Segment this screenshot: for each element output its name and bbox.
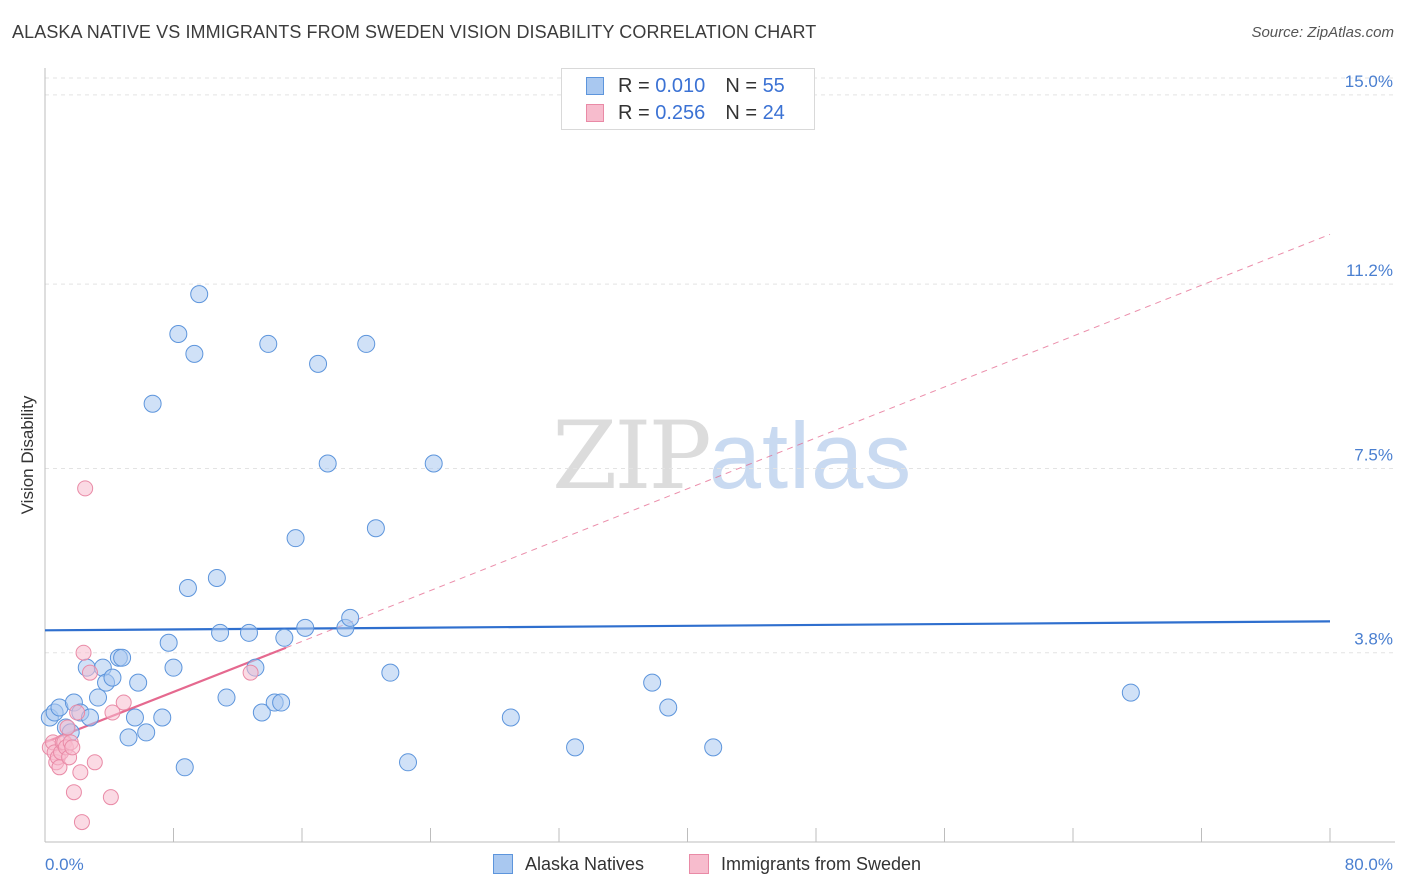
point-alaska-natives <box>704 738 723 757</box>
legend-r-label: R = <box>618 101 650 124</box>
legend-swatch-pink <box>586 104 604 122</box>
point-alaska-natives <box>296 618 315 637</box>
gridlines <box>45 77 1395 654</box>
point-alaska-natives <box>239 623 258 642</box>
point-alaska-natives <box>143 394 162 413</box>
point-alaska-natives <box>381 663 400 682</box>
legend-item-immigrants-sweden: Immigrants from Sweden <box>689 852 921 876</box>
point-alaska-natives <box>113 648 132 667</box>
point-alaska-natives <box>103 668 122 687</box>
trend-line-immigrants-sweden <box>44 646 287 744</box>
legend-row-alaska: R = 0.010 N = 55 <box>586 74 785 98</box>
legend-r-value: 0.010 <box>655 74 706 97</box>
legend-swatch-blue <box>493 854 513 874</box>
point-alaska-natives <box>643 673 662 692</box>
legend-n-value: 24 <box>762 101 785 124</box>
point-immigrants-sweden <box>65 784 82 801</box>
point-alaska-natives <box>164 658 183 677</box>
y-tick-label: 15.0% <box>1345 72 1393 91</box>
point-alaska-natives <box>217 688 236 707</box>
legend-swatch-blue <box>586 77 604 95</box>
point-alaska-natives <box>424 454 443 473</box>
chart-title: ALASKA NATIVE VS IMMIGRANTS FROM SWEDEN … <box>12 22 817 42</box>
point-immigrants-sweden <box>75 644 92 661</box>
point-immigrants-sweden <box>64 739 81 756</box>
point-alaska-natives <box>659 698 678 717</box>
legend-item-alaska-natives: Alaska Natives <box>493 852 644 876</box>
point-immigrants-sweden <box>81 664 98 681</box>
y-tick-label: 11.2% <box>1346 261 1393 280</box>
trend-line-alaska-natives <box>44 620 1331 632</box>
point-alaska-natives <box>501 708 520 727</box>
legend-r-label: R = <box>618 74 650 97</box>
point-alaska-natives <box>153 708 172 727</box>
point-immigrants-sweden <box>73 814 90 831</box>
point-immigrants-sweden <box>115 694 132 711</box>
point-alaska-natives <box>125 708 144 727</box>
data-points <box>40 285 1140 831</box>
point-alaska-natives <box>366 519 385 538</box>
x-tick-label: 0.0% <box>45 855 84 874</box>
point-alaska-natives <box>252 703 271 722</box>
point-immigrants-sweden <box>59 719 76 736</box>
legend-r-value: 0.256 <box>655 101 706 124</box>
point-alaska-natives <box>1121 683 1140 702</box>
point-alaska-natives <box>129 673 148 692</box>
legend-n-label: N = <box>725 74 757 97</box>
watermark-zip: ZIP <box>552 402 712 511</box>
point-immigrants-sweden <box>102 789 119 806</box>
legend-n-label: N = <box>725 101 757 124</box>
tick-labels: 3.8% 7.5% 11.2% 15.0% 0.0% 80.0% <box>45 72 1393 874</box>
x-tick-label: 80.0% <box>1345 855 1393 874</box>
point-alaska-natives <box>211 623 230 642</box>
point-alaska-natives <box>137 723 156 742</box>
point-alaska-natives <box>259 334 278 353</box>
point-alaska-natives <box>190 285 209 304</box>
point-immigrants-sweden <box>104 704 121 721</box>
watermark: ZIPatlas <box>552 402 912 511</box>
point-alaska-natives <box>175 758 194 777</box>
point-alaska-natives <box>89 688 108 707</box>
y-axis-title: Vision Disability <box>18 395 37 515</box>
point-alaska-natives <box>318 454 337 473</box>
point-alaska-natives <box>185 344 204 363</box>
legend-n-value: 55 <box>762 74 785 97</box>
point-immigrants-sweden <box>86 754 103 771</box>
point-alaska-natives <box>341 608 360 627</box>
y-tick-label: 7.5% <box>1354 445 1393 464</box>
watermark-atlas: atlas <box>708 403 913 508</box>
legend-label-immigrants-sweden: Immigrants from Sweden <box>721 853 922 874</box>
trend-line-sweden-extended <box>285 233 1331 649</box>
point-alaska-natives <box>275 628 294 647</box>
source-credit: Source: ZipAtlas.com <box>1251 24 1394 41</box>
point-alaska-natives <box>357 334 376 353</box>
point-alaska-natives <box>286 529 305 548</box>
point-immigrants-sweden <box>77 480 94 497</box>
point-immigrants-sweden <box>242 664 259 681</box>
legend-row-sweden: R = 0.256 N = 24 <box>586 101 785 125</box>
point-alaska-natives <box>178 578 197 597</box>
point-alaska-natives <box>119 728 138 747</box>
trend-lines <box>44 233 1331 744</box>
point-alaska-natives <box>159 633 178 652</box>
legend-swatch-pink <box>689 854 709 874</box>
point-alaska-natives <box>272 693 291 712</box>
point-immigrants-sweden <box>72 764 89 781</box>
correlation-legend: R = 0.010 N = 55 R = 0.256 N = 24 <box>561 68 815 130</box>
point-alaska-natives <box>207 569 226 588</box>
point-alaska-natives <box>309 354 328 373</box>
axes <box>44 68 1395 843</box>
point-alaska-natives <box>566 738 585 757</box>
point-immigrants-sweden <box>69 704 86 721</box>
legend-label-alaska-natives: Alaska Natives <box>525 853 645 874</box>
point-alaska-natives <box>399 753 418 772</box>
point-alaska-natives <box>169 324 188 343</box>
y-tick-label: 3.8% <box>1354 630 1393 649</box>
